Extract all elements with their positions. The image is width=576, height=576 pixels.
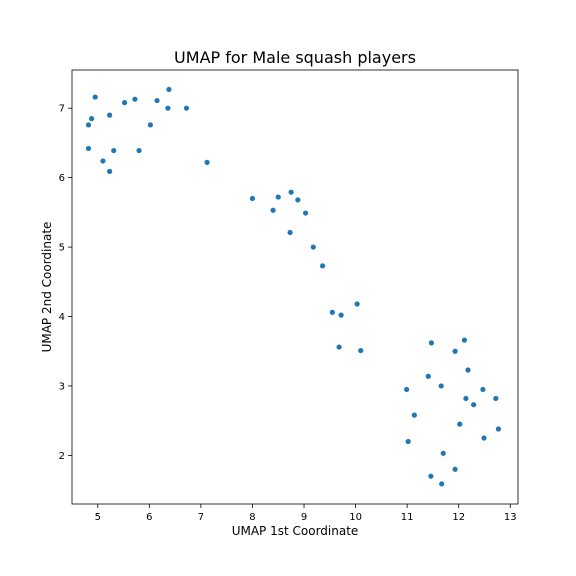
x-axis-label: UMAP 1st Coordinate: [232, 524, 359, 538]
data-point: [270, 207, 276, 213]
y-tick-label: 7: [59, 104, 65, 115]
data-point: [428, 473, 434, 479]
y-axis-label: UMAP 2nd Coordinate: [40, 222, 54, 353]
x-tick-label: 8: [249, 512, 255, 523]
y-tick-label: 4: [59, 312, 65, 323]
data-point: [354, 301, 360, 307]
x-axis-ticks: 5 6 7 8 9 10 11 12 13: [95, 504, 517, 523]
data-point: [425, 373, 431, 379]
data-point: [440, 450, 446, 456]
data-point: [404, 386, 410, 393]
x-tick-label: 9: [301, 512, 307, 523]
data-point: [452, 466, 458, 472]
x-tick-label: 13: [504, 512, 517, 523]
data-point: [463, 395, 469, 402]
plot-area: 5 6 7 8 9 10 11 12 13 2 3 4 5 6 7: [59, 69, 519, 523]
data-point: [428, 340, 434, 346]
data-point: [481, 435, 487, 441]
data-point: [302, 210, 309, 216]
data-point: [338, 312, 344, 318]
data-point: [147, 122, 153, 128]
data-point: [465, 367, 471, 373]
data-point: [493, 395, 499, 402]
data-point: [166, 86, 172, 93]
data-point: [480, 386, 486, 393]
x-tick-label: 6: [146, 512, 152, 523]
data-point: [107, 112, 113, 118]
plot-frame: [71, 69, 519, 505]
data-point: [92, 94, 98, 100]
data-point: [405, 438, 411, 445]
data-point: [310, 244, 316, 250]
data-point: [183, 105, 190, 111]
data-point: [85, 145, 92, 152]
data-point: [438, 383, 444, 389]
data-point: [275, 194, 281, 200]
data-point: [411, 412, 417, 418]
data-point: [336, 344, 342, 350]
data-point: [319, 263, 326, 269]
x-tick-label: 7: [198, 512, 204, 523]
x-tick-label: 5: [95, 512, 101, 523]
data-point: [107, 168, 113, 174]
x-tick-label: 12: [452, 512, 465, 523]
data-point: [329, 309, 335, 315]
data-point: [249, 195, 256, 202]
data-points: [85, 86, 502, 487]
y-tick-label: 5: [59, 243, 65, 254]
data-point: [495, 426, 502, 432]
data-point: [121, 100, 128, 106]
data-point: [288, 189, 294, 195]
x-tick-label: 11: [401, 512, 414, 523]
data-point: [136, 147, 142, 154]
data-point: [295, 197, 301, 203]
y-tick-label: 6: [59, 173, 65, 184]
data-point: [165, 105, 171, 111]
data-point: [154, 97, 160, 104]
data-point: [85, 122, 92, 128]
data-point: [100, 158, 106, 164]
data-point: [452, 348, 458, 354]
x-tick-label: 10: [349, 512, 362, 523]
y-tick-label: 2: [59, 451, 65, 462]
data-point: [88, 116, 95, 122]
chart-title: UMAP for Male squash players: [174, 48, 416, 67]
y-axis-ticks: 2 3 4 5 6 7: [59, 104, 72, 462]
data-point: [204, 159, 210, 165]
data-point: [439, 481, 445, 487]
data-point: [457, 421, 463, 427]
data-point: [471, 402, 477, 408]
data-point: [111, 147, 117, 154]
y-tick-label: 3: [59, 381, 65, 392]
data-point: [287, 229, 293, 236]
data-point: [461, 337, 467, 343]
data-point: [132, 96, 138, 102]
data-point: [358, 347, 364, 354]
